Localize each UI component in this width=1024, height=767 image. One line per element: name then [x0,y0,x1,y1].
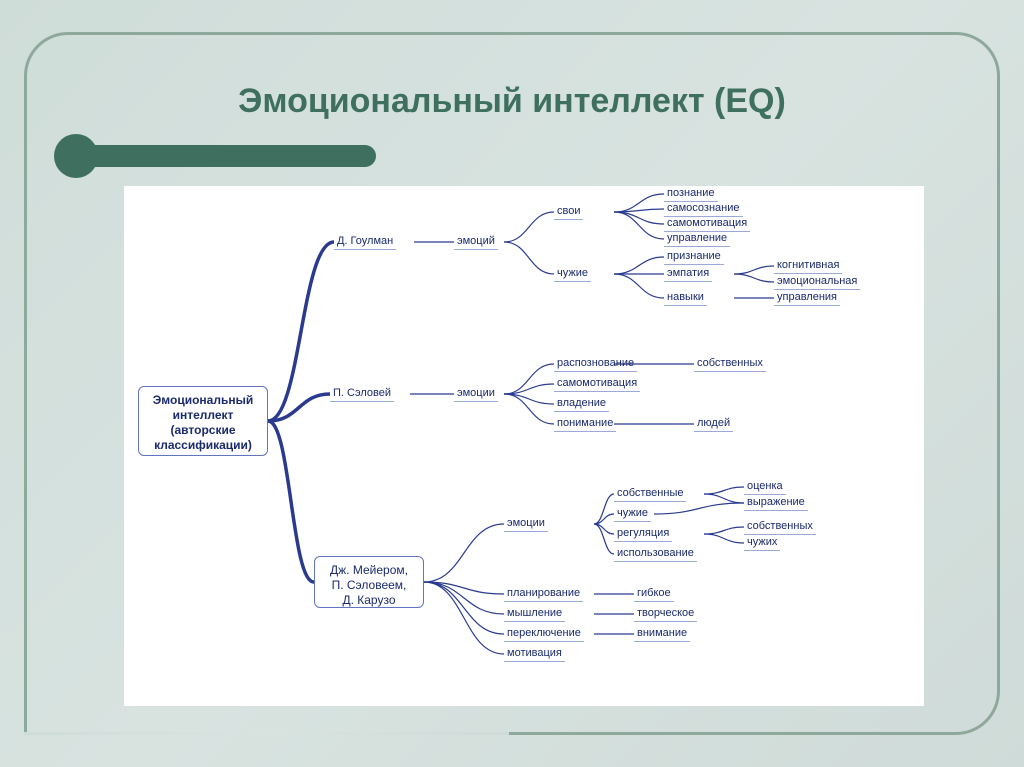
mindmap-node: признание [664,249,724,265]
mindmap-node: П. Сэловей [330,386,394,402]
mindmap-node: творческое [634,606,697,622]
mindmap-node: использование [614,546,697,562]
mindmap-node: внимание [634,626,690,642]
mindmap-node: оценка [744,479,786,495]
mindmap-node: самосознание [664,201,743,217]
mindmap-node: эмоции [504,516,548,532]
mindmap-node: управление [664,231,730,247]
mindmap-node: Эмоциональныйинтеллект(авторскиеклассифи… [138,386,268,456]
mindmap-node: свои [554,204,583,220]
mindmap-node: познание [664,186,718,202]
mindmap-node: понимание [554,416,616,432]
mindmap-node: собственные [614,486,686,502]
mindmap-node: чужие [554,266,591,282]
mindmap-node: владение [554,396,609,412]
mindmap-node: когнитивная [774,258,842,274]
mindmap-node: собственных [744,519,816,535]
mindmap-node: управления [774,290,840,306]
mindmap-node: мотивация [504,646,565,662]
mindmap-node: самомотивация [554,376,640,392]
mindmap-panel: Эмоциональныйинтеллект(авторскиеклассифи… [124,186,924,706]
mindmap-node: эмоций [454,234,498,250]
mindmap-node: навыки [664,290,707,306]
slide-title: Эмоциональный интеллект (EQ) [0,82,1024,121]
mindmap-node: эмоциональная [774,274,860,290]
mindmap-node: выражение [744,495,808,511]
mindmap-node: самомотивация [664,216,750,232]
mindmap-node: планирование [504,586,583,602]
mindmap-node: собственных [694,356,766,372]
mindmap-node: эмоции [454,386,498,402]
mindmap-node: чужие [614,506,651,522]
mindmap-node: гибкое [634,586,674,602]
mindmap-node: чужих [744,535,780,551]
accent-bar [76,145,376,167]
mindmap-node: регуляция [614,526,672,542]
mindmap-node: людей [694,416,733,432]
mindmap-node: переключение [504,626,584,642]
mindmap-node: Дж. Мейером,П. Сэловеем,Д. Карузо [314,556,424,608]
mindmap-node: Д. Гоулман [334,234,396,250]
mindmap-node: мышление [504,606,565,622]
mindmap-node: распознование [554,356,637,372]
mindmap-node: эмпатия [664,266,712,282]
